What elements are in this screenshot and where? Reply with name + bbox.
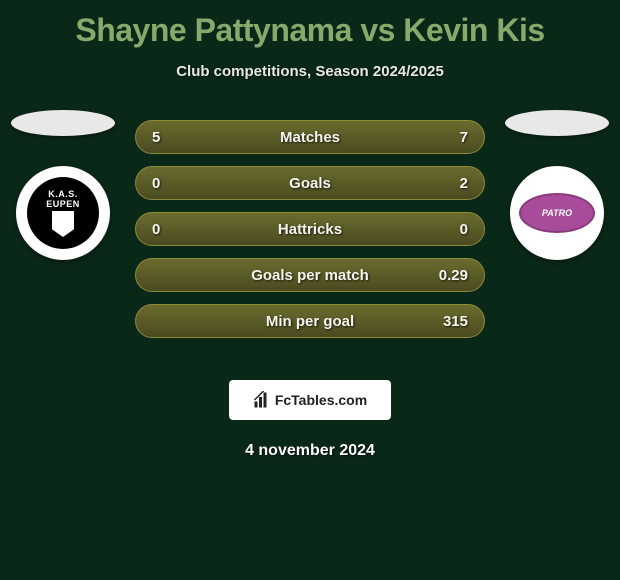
club-badge-left-inner: K.A.S. EUPEN [27, 177, 99, 249]
stat-row: 0 Goals 2 [135, 166, 485, 200]
stat-label: Matches [280, 129, 340, 146]
stat-row: Goals per match 0.29 [135, 258, 485, 292]
stat-right-value: 0 [460, 221, 468, 238]
player-ellipse-left [11, 110, 115, 136]
stat-row: 0 Hattricks 0 [135, 212, 485, 246]
stat-right-value: 0.29 [439, 267, 468, 284]
stat-row: 5 Matches 7 [135, 120, 485, 154]
stat-label: Goals per match [251, 267, 369, 284]
club-right-label: PATRO [542, 208, 572, 218]
page-title: Shayne Pattynama vs Kevin Kis [0, 0, 620, 49]
comparison-panel: K.A.S. EUPEN PATRO 5 Matches 7 0 Goals 2… [0, 120, 620, 360]
stat-label: Hattricks [278, 221, 342, 238]
bar-chart-icon [253, 391, 271, 409]
stat-left-value: 5 [152, 129, 160, 146]
footer-label: FcTables.com [275, 392, 367, 408]
right-player-column: PATRO [502, 110, 612, 260]
left-player-column: K.A.S. EUPEN [8, 110, 118, 260]
player-ellipse-right [505, 110, 609, 136]
page-subtitle: Club competitions, Season 2024/2025 [0, 63, 620, 80]
stat-right-value: 2 [460, 175, 468, 192]
stat-right-value: 7 [460, 129, 468, 146]
club-badge-left: K.A.S. EUPEN [16, 166, 110, 260]
stat-row: Min per goal 315 [135, 304, 485, 338]
stat-left-value: 0 [152, 221, 160, 238]
stat-right-value: 315 [443, 313, 468, 330]
stat-left-value: 0 [152, 175, 160, 192]
footer-attribution: FcTables.com [229, 380, 391, 420]
stat-label: Goals [289, 175, 331, 192]
date-label: 4 november 2024 [0, 442, 620, 460]
stat-rows: 5 Matches 7 0 Goals 2 0 Hattricks 0 Goal… [135, 120, 485, 338]
club-left-label-bottom: EUPEN [46, 199, 80, 209]
shield-icon [52, 211, 74, 237]
club-badge-right-inner: PATRO [519, 193, 595, 233]
club-left-label-top: K.A.S. [48, 189, 78, 199]
club-badge-right: PATRO [510, 166, 604, 260]
stat-label: Min per goal [266, 313, 354, 330]
